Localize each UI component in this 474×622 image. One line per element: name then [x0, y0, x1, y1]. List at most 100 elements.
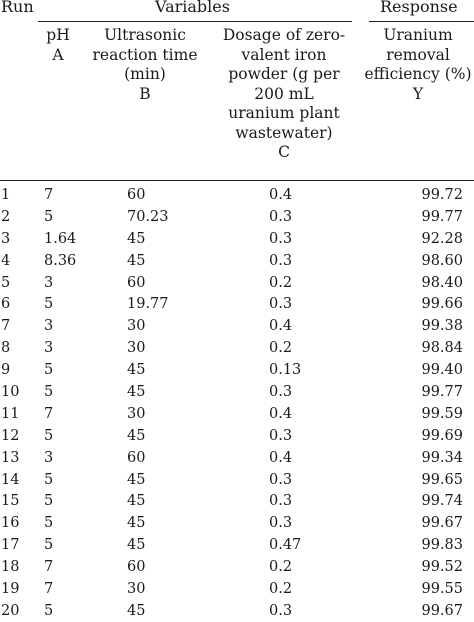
cell-run: 14: [1, 471, 20, 488]
cell-y: 98.60: [421, 252, 463, 269]
cell-a: 3: [44, 318, 54, 335]
cell-c: 0.2: [269, 581, 293, 598]
cell-a: 7: [44, 581, 54, 598]
cell-a: 5: [44, 493, 54, 510]
cell-y: 99.55: [421, 581, 463, 598]
cell-b: 45: [127, 362, 146, 379]
cell-b: 45: [127, 252, 146, 269]
table-row: 4 8.36 45 0.3 98.60: [0, 250, 474, 272]
table-row: 6 5 19.77 0.3 99.66: [0, 293, 474, 315]
cell-c: 0.3: [269, 515, 293, 532]
cell-c: 0.4: [269, 405, 293, 422]
cell-run: 3: [1, 230, 11, 247]
cell-b: 45: [127, 515, 146, 532]
column-header-b: Ultrasonic reaction time (min) B: [92, 26, 198, 103]
table-row: 17 5 45 0.47 99.83: [0, 534, 474, 556]
cell-y: 99.38: [421, 318, 463, 335]
header-bottom-rule: [0, 180, 474, 181]
cell-run: 11: [1, 405, 20, 422]
table-row: 15 5 45 0.3 99.74: [0, 490, 474, 512]
cell-y: 99.66: [421, 296, 463, 313]
table-row: 3 1.64 45 0.3 92.28: [0, 228, 474, 250]
variables-header: Variables: [155, 0, 230, 16]
cell-c: 0.3: [269, 230, 293, 247]
cell-a: 5: [44, 296, 54, 313]
cell-a: 7: [44, 405, 54, 422]
table-row: 16 5 45 0.3 99.67: [0, 512, 474, 534]
cell-b: 45: [127, 427, 146, 444]
cell-a: 5: [44, 384, 54, 401]
cell-b: 45: [127, 384, 146, 401]
cell-b: 30: [127, 340, 146, 357]
variables-rule: [38, 21, 352, 22]
cell-y: 98.84: [421, 340, 463, 357]
table-row: 19 7 30 0.2 99.55: [0, 578, 474, 600]
table-row: 12 5 45 0.3 99.69: [0, 425, 474, 447]
cell-c: 0.3: [269, 602, 293, 619]
table-body: 1 7 60 0.4 99.72 2 5 70.23 0.3 99.77 3 1.64 45 0.3 92.…: [0, 184, 474, 622]
table-row: 2 5 70.23 0.3 99.77: [0, 206, 474, 228]
cell-run: 5: [1, 274, 11, 291]
cell-run: 16: [1, 515, 20, 532]
cell-y: 99.67: [421, 602, 463, 619]
cell-run: 7: [1, 318, 11, 335]
cell-c: 0.3: [269, 252, 293, 269]
run-header: Run: [1, 0, 34, 16]
cell-c: 0.3: [269, 208, 293, 225]
cell-b: 19.77: [127, 296, 169, 313]
table-row: 13 3 60 0.4 99.34: [0, 447, 474, 469]
cell-y: 92.28: [421, 230, 463, 247]
table-row: 5 3 60 0.2 98.40: [0, 272, 474, 294]
cell-y: 99.34: [421, 449, 463, 466]
cell-a: 5: [44, 602, 54, 619]
cell-a: 8.36: [44, 252, 77, 269]
cell-y: 99.74: [421, 493, 463, 510]
cell-b: 70.23: [127, 208, 169, 225]
cell-a: 3: [44, 449, 54, 466]
cell-b: 45: [127, 537, 146, 554]
cell-b: 60: [127, 449, 146, 466]
cell-c: 0.3: [269, 493, 293, 510]
table-row: 10 5 45 0.3 99.77: [0, 381, 474, 403]
cell-c: 0.3: [269, 384, 293, 401]
cell-run: 10: [1, 384, 20, 401]
table-row: 7 3 30 0.4 99.38: [0, 315, 474, 337]
table-row: 14 5 45 0.3 99.65: [0, 469, 474, 491]
cell-a: 3: [44, 340, 54, 357]
cell-a: 1.64: [44, 230, 77, 247]
cell-run: 15: [1, 493, 20, 510]
cell-b: 45: [127, 230, 146, 247]
cell-y: 99.40: [421, 362, 463, 379]
cell-run: 8: [1, 340, 11, 357]
cell-a: 5: [44, 427, 54, 444]
table-row: 20 5 45 0.3 99.67: [0, 600, 474, 622]
cell-c: 0.2: [269, 559, 293, 576]
cell-b: 45: [127, 493, 146, 510]
cell-b: 45: [127, 471, 146, 488]
cell-c: 0.4: [269, 449, 293, 466]
cell-b: 30: [127, 318, 146, 335]
cell-b: 30: [127, 581, 146, 598]
cell-a: 3: [44, 274, 54, 291]
cell-run: 19: [1, 581, 20, 598]
cell-y: 99.83: [421, 537, 463, 554]
cell-c: 0.47: [269, 537, 302, 554]
column-header-y: Uranium removal efficiency (%) Y: [364, 26, 472, 103]
cell-c: 0.4: [269, 187, 293, 203]
cell-c: 0.3: [269, 296, 293, 313]
cell-run: 1: [1, 187, 11, 203]
cell-a: 5: [44, 515, 54, 532]
cell-a: 5: [44, 362, 54, 379]
response-header: Response: [380, 0, 458, 16]
cell-y: 99.67: [421, 515, 463, 532]
cell-run: 17: [1, 537, 20, 554]
cell-run: 9: [1, 362, 11, 379]
cell-y: 99.52: [421, 559, 463, 576]
cell-c: 0.2: [269, 340, 293, 357]
cell-a: 7: [44, 187, 54, 203]
cell-run: 13: [1, 449, 20, 466]
cell-c: 0.3: [269, 427, 293, 444]
cell-a: 5: [44, 208, 54, 225]
cell-y: 99.77: [421, 384, 463, 401]
table-row: 9 5 45 0.13 99.40: [0, 359, 474, 381]
